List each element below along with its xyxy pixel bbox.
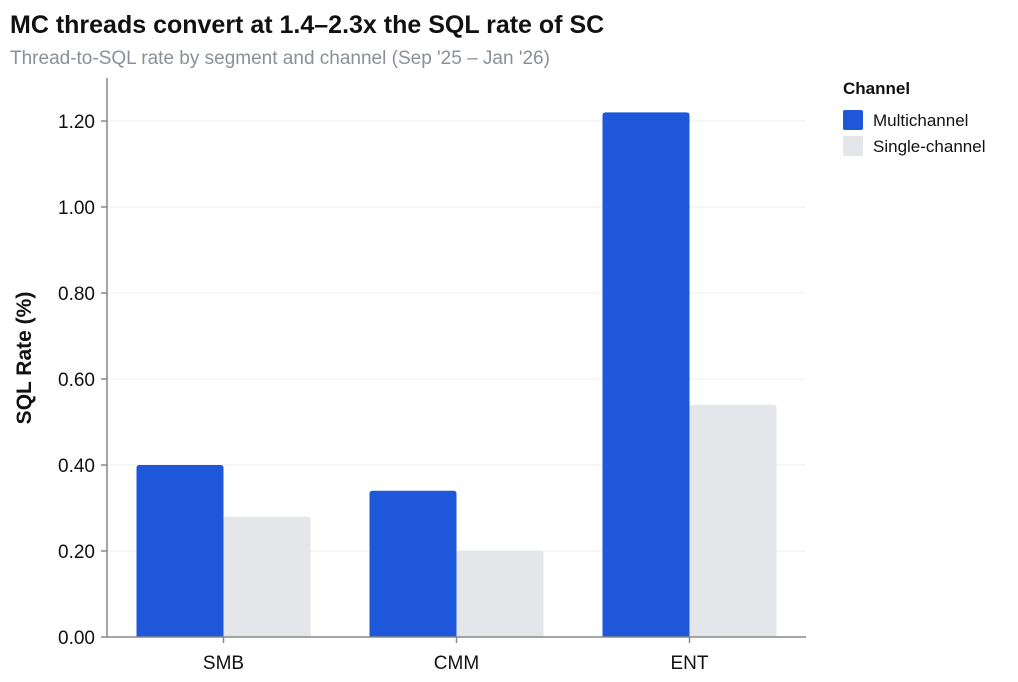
bar-single-channel-ent [689, 404, 777, 637]
x-tick-label: ENT [671, 653, 709, 674]
bar-single-channel-smb [223, 516, 311, 637]
legend-label: Single-channel [873, 137, 985, 156]
legend-swatch [843, 110, 863, 130]
x-tick-labels: SMB CMM ENT [203, 653, 709, 674]
legend-label: Multichannel [873, 111, 968, 130]
bar-multichannel-smb [136, 465, 224, 637]
y-tick-label: 0.00 [58, 628, 95, 649]
legend-title: Channel [843, 79, 910, 98]
bar-multichannel-ent [602, 112, 690, 637]
x-tick-label: SMB [203, 653, 244, 674]
bars [136, 112, 777, 637]
y-axis-label: SQL Rate (%) [13, 292, 36, 425]
y-tick-labels: 0.00 0.20 0.40 0.60 0.80 1.00 1.20 [58, 112, 95, 649]
bar-multichannel-cmm [369, 490, 457, 637]
y-tick-label: 1.00 [58, 198, 95, 219]
y-tick-label: 0.80 [58, 284, 95, 305]
bar-single-channel-cmm [456, 551, 544, 637]
y-tick-label: 0.40 [58, 456, 95, 477]
x-tick-label: CMM [434, 653, 479, 674]
chart-subtitle: Thread-to-SQL rate by segment and channe… [10, 48, 550, 69]
y-tick-label: 0.60 [58, 370, 95, 391]
chart-title: MC threads convert at 1.4–2.3x the SQL r… [10, 11, 604, 39]
legend: Channel Multichannel Single-channel [843, 79, 985, 156]
legend-swatch [843, 136, 863, 156]
y-tick-label: 0.20 [58, 542, 95, 563]
axes [101, 78, 806, 643]
y-tick-label: 1.20 [58, 112, 95, 133]
legend-items: Multichannel Single-channel [843, 110, 985, 156]
